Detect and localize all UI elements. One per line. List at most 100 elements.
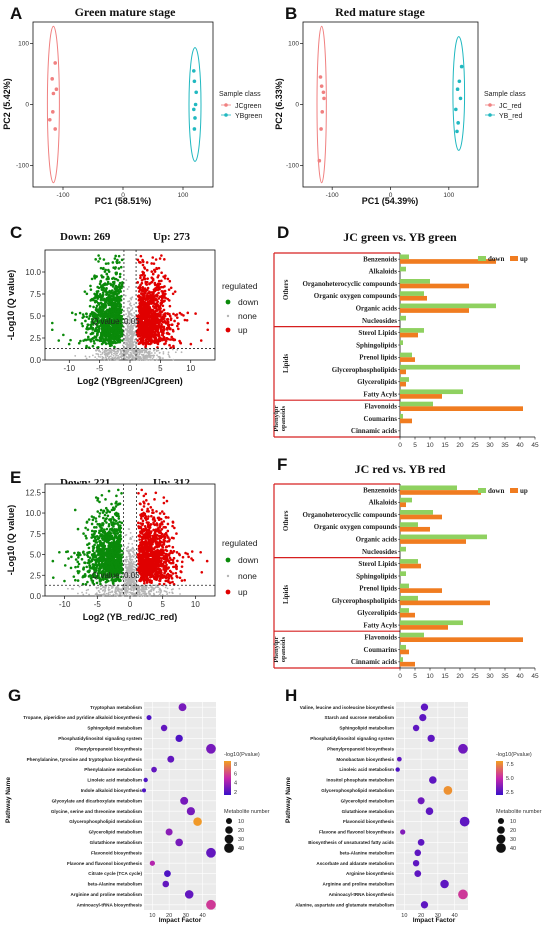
pca-point-yb_red — [459, 64, 464, 69]
volcano-point-down — [87, 518, 91, 521]
bar-up — [400, 394, 442, 399]
volcano-point-down — [81, 324, 84, 328]
volcano-point-up — [141, 263, 145, 267]
volcano-point-down — [92, 546, 96, 549]
volcano-point-none — [127, 585, 130, 588]
volcano-point-up — [158, 308, 161, 311]
volcano-point-down — [110, 523, 114, 527]
category-label: Alkaloids — [369, 268, 398, 276]
volcano-point-down — [116, 332, 120, 336]
volcano-point-down — [72, 575, 76, 578]
volcano-point-down — [90, 311, 94, 314]
volcano-point-up — [154, 312, 158, 316]
volcano-point-none — [132, 335, 135, 337]
volcano-point-none — [138, 358, 141, 360]
volcano-point-up — [177, 327, 180, 331]
volcano-point-none — [130, 297, 133, 299]
volcano-point-none — [128, 591, 131, 594]
volcano-point-up — [169, 317, 173, 320]
volcano-point-none — [111, 586, 114, 589]
volcano-point-none — [127, 560, 130, 563]
volcano-point-down — [113, 512, 117, 516]
volcano-point-up — [150, 312, 154, 315]
volcano-point-none — [148, 595, 150, 597]
volcano-point-down — [105, 539, 109, 542]
volcano-point-down — [85, 521, 89, 524]
volcano-point-down — [87, 546, 91, 550]
volcano-point-none — [108, 594, 111, 597]
volcano-point-down — [108, 303, 112, 307]
volcano-point-down — [94, 258, 97, 261]
x-tick-label: 45 — [531, 442, 539, 449]
volcano-point-down — [50, 321, 54, 325]
volcano-point-none — [129, 329, 132, 332]
pca-point-jcgreen — [48, 117, 52, 122]
volcano-point-down — [119, 265, 123, 269]
volcano-point-down — [73, 551, 76, 555]
panel-letter-c: C — [10, 223, 22, 242]
volcano-point-none — [138, 353, 141, 356]
volcano-point-down — [105, 527, 109, 531]
volcano-point-none — [127, 552, 130, 555]
volcano-point-down — [117, 563, 120, 566]
volcano-point-up — [163, 258, 166, 261]
volcano-point-none — [87, 588, 90, 591]
volcano-point-none — [127, 353, 130, 356]
volcano-point-down — [105, 554, 108, 557]
volcano-point-up — [156, 275, 160, 279]
volcano-point-none — [171, 348, 174, 351]
volcano-point-up — [155, 267, 159, 271]
volcano-point-down — [90, 337, 94, 341]
volcano-point-down — [118, 530, 122, 533]
volcano-point-none — [172, 588, 174, 590]
volcano-point-down — [108, 293, 111, 297]
volcano-point-none — [88, 593, 90, 596]
volcano-point-down — [77, 556, 80, 559]
volcano-point-none — [127, 545, 130, 548]
volcano-point-up — [159, 327, 163, 331]
volcano-point-none — [129, 313, 132, 316]
volcano-point-down — [80, 322, 84, 325]
volcano-point-none — [134, 350, 136, 352]
volcano-point-none — [136, 348, 139, 351]
volcano-point-down — [93, 532, 96, 535]
volcano-point-none — [166, 587, 169, 590]
volcano-point-down — [83, 290, 87, 293]
volcano-point-none — [96, 353, 99, 355]
volcano-point-up — [151, 277, 155, 281]
volcano-point-down — [117, 536, 121, 540]
volcano-point-down — [103, 282, 106, 286]
volcano-point-none — [109, 358, 112, 361]
volcano-point-up — [141, 325, 145, 328]
volcano-point-up — [148, 307, 152, 310]
volcano-point-none — [127, 587, 130, 590]
volcano-point-none — [161, 357, 164, 359]
volcano-point-none — [130, 309, 132, 312]
volcano-point-down — [109, 545, 113, 548]
volcano-point-up — [160, 254, 163, 257]
volcano-point-down — [104, 564, 108, 567]
volcano-point-none — [134, 347, 137, 350]
volcano-point-none — [163, 590, 166, 592]
volcano-point-none — [127, 331, 130, 334]
volcano-point-none — [101, 589, 104, 592]
volcano-point-up — [149, 340, 153, 344]
volcano-point-up — [138, 341, 142, 345]
volcano-point-down — [99, 554, 103, 557]
volcano-point-none — [149, 590, 152, 593]
volcano-point-none — [125, 592, 128, 594]
volcano-point-none — [119, 592, 122, 595]
bar-down — [400, 279, 430, 284]
volcano-point-down — [108, 550, 112, 554]
volcano-point-down — [107, 328, 111, 332]
category-label: Coumarins — [364, 415, 398, 423]
volcano-point-up — [206, 321, 210, 325]
volcano-point-none — [129, 354, 132, 357]
volcano-point-down — [88, 314, 92, 318]
volcano-point-down — [106, 333, 110, 337]
volcano-point-down — [112, 508, 116, 512]
volcano-point-up — [173, 290, 177, 293]
volcano-point-down — [102, 258, 106, 261]
volcano-point-down — [114, 326, 117, 330]
volcano-point-up — [141, 519, 145, 523]
